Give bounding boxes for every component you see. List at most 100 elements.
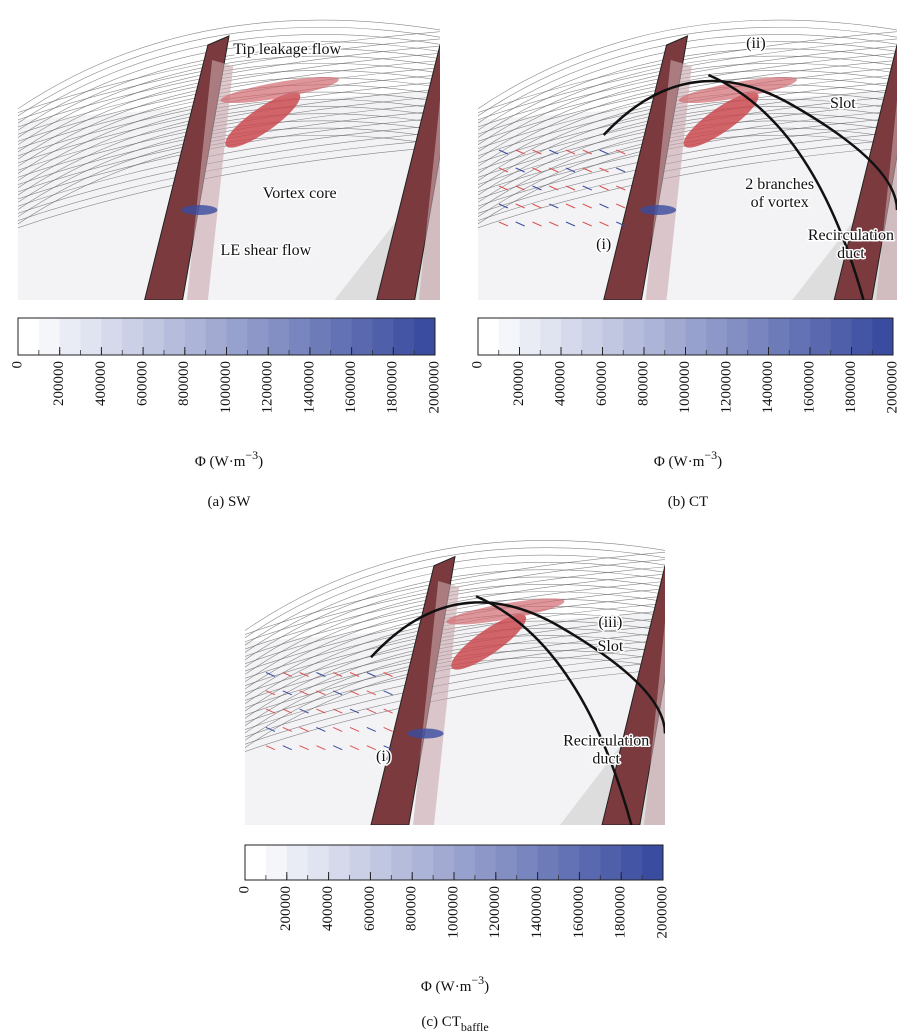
colorbar-tick-label: 2000000 (654, 886, 670, 939)
caption-subscript: baffle (461, 1020, 489, 1034)
colorbar-step (519, 318, 541, 355)
velocity-vector (332, 726, 343, 732)
label-superscript: −3 (471, 973, 484, 987)
velocity-vector (282, 726, 293, 732)
colorbar-tick-label: 1000000 (677, 361, 693, 414)
caption-text: (c) CT (421, 1014, 461, 1030)
velocity-vector (383, 745, 393, 751)
velocity-vector (565, 221, 576, 227)
annotation: Slot (598, 638, 624, 655)
annotation: Tip leakage flow (233, 41, 341, 58)
velocity-vector (532, 167, 542, 173)
velocity-vector (582, 221, 592, 227)
colorbar-tick-label: 1600000 (571, 886, 587, 939)
colorbar-step (143, 318, 165, 355)
velocity-vector (565, 167, 576, 173)
streamline (478, 19, 897, 110)
colorbar-step (412, 845, 434, 880)
velocity-vector (383, 726, 393, 732)
colorbar-step (664, 318, 686, 355)
velocity-vector (265, 726, 276, 732)
duct-outline (370, 601, 665, 734)
flow-image (478, 19, 897, 300)
colorbar-step (328, 845, 350, 880)
colorbar-tick-label: 600000 (135, 361, 151, 406)
colorbar-step (768, 318, 790, 355)
colorbar-tick-label: 1400000 (301, 361, 317, 414)
colorbar-tick-label: 0 (236, 886, 252, 894)
velocity-vector (549, 185, 559, 191)
colorbar-step (122, 318, 144, 355)
velocity-vector (498, 149, 509, 155)
colorbar-step (810, 318, 832, 355)
velocity-vector (549, 149, 559, 155)
colorbar-tick-label: 0 (9, 361, 25, 369)
velocity-vector (599, 221, 609, 227)
velocity-vector (299, 708, 309, 714)
velocity-vector (383, 708, 393, 714)
colorbar-step (393, 318, 415, 355)
annotation: LE shear flow (221, 242, 312, 259)
colorbar-tick-label: 200000 (511, 361, 527, 406)
velocity-vector (616, 149, 626, 155)
colorbar-step (474, 845, 497, 880)
velocity-vector (498, 221, 509, 227)
velocity-vector (282, 672, 293, 677)
velocity-vector (383, 672, 393, 677)
colorbar-step (370, 845, 392, 880)
velocity-vector (565, 203, 576, 209)
colorbar-step (516, 845, 539, 880)
panel-caption: (c) CTbaffle (421, 1014, 488, 1034)
colorbar-step (498, 318, 520, 355)
annotation: (iii) (598, 614, 622, 631)
colorbar-step (600, 845, 622, 880)
colorbar-tick-label: 200000 (278, 886, 294, 931)
colorbar-tick-label: 800000 (404, 886, 420, 931)
velocity-vector (549, 167, 559, 173)
streamline (245, 540, 665, 631)
velocity-vector (349, 745, 360, 751)
blade (833, 44, 897, 300)
colorbar-step (18, 318, 40, 355)
velocity-vector (265, 672, 276, 677)
velocity-vector (549, 203, 559, 209)
colorbar-step (495, 845, 518, 880)
annotation: Slot (830, 95, 856, 112)
velocity-vector (616, 221, 626, 227)
colorbar-tick-label: 400000 (552, 361, 568, 406)
colorbar-tick-label: 800000 (635, 361, 651, 406)
label-text: Φ (W·m (654, 454, 705, 470)
velocity-vector (582, 167, 592, 173)
streamline (478, 26, 897, 117)
blade (601, 565, 665, 825)
flow-image (18, 19, 440, 300)
velocity-vector (515, 149, 525, 155)
label-superscript: −3 (704, 448, 717, 462)
annotation: (i) (376, 748, 391, 765)
colorbar-step (38, 318, 61, 355)
velocity-vector (332, 745, 343, 751)
velocity-vector (532, 185, 542, 191)
colorbar-step (268, 318, 290, 355)
velocity-vector (549, 221, 559, 227)
velocity-vector (282, 745, 293, 751)
colorbar-step (478, 318, 500, 355)
annotation: 2 branches (745, 176, 814, 193)
colorbar-tick-label: 1200000 (718, 361, 734, 414)
colorbar-step (602, 318, 624, 355)
velocity-vector (316, 745, 326, 751)
velocity-vector (565, 149, 576, 155)
velocity-vector (532, 203, 542, 209)
colorbar-step (540, 318, 562, 355)
colorbar-step (872, 318, 894, 355)
colorbar-step (59, 318, 82, 355)
colorbar-tick-label: 1800000 (843, 361, 859, 414)
colorbar-step (101, 318, 123, 355)
label-end: ) (717, 454, 722, 470)
velocity-vector (532, 221, 542, 227)
velocity-vector (515, 221, 525, 227)
velocity-vector (366, 690, 377, 696)
velocity-vector (515, 167, 525, 173)
velocity-vector (498, 203, 509, 209)
